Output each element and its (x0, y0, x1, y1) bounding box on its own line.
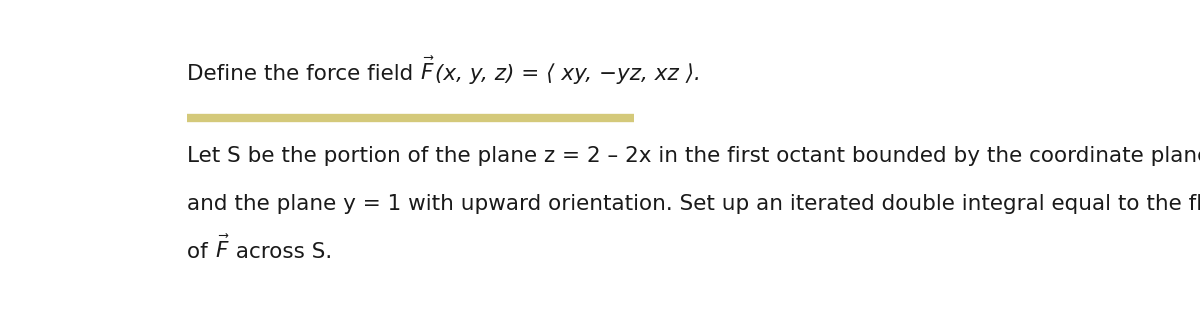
Text: Define the force field: Define the force field (187, 64, 420, 84)
Text: (x, y, z) = ⟨ xy, −yz, xz ⟩.: (x, y, z) = ⟨ xy, −yz, xz ⟩. (434, 64, 701, 84)
Text: and the plane y = 1 with upward orientation. Set up an iterated double integral : and the plane y = 1 with upward orientat… (187, 194, 1200, 214)
Text: across S.: across S. (229, 242, 332, 262)
Text: of: of (187, 242, 215, 262)
Text: Let S be the portion of the plane z = 2 – 2x in the first octant bounded by the : Let S be the portion of the plane z = 2 … (187, 146, 1200, 166)
Text: $\vec{F}$: $\vec{F}$ (215, 235, 229, 262)
Text: $\vec{F}$: $\vec{F}$ (420, 57, 434, 84)
